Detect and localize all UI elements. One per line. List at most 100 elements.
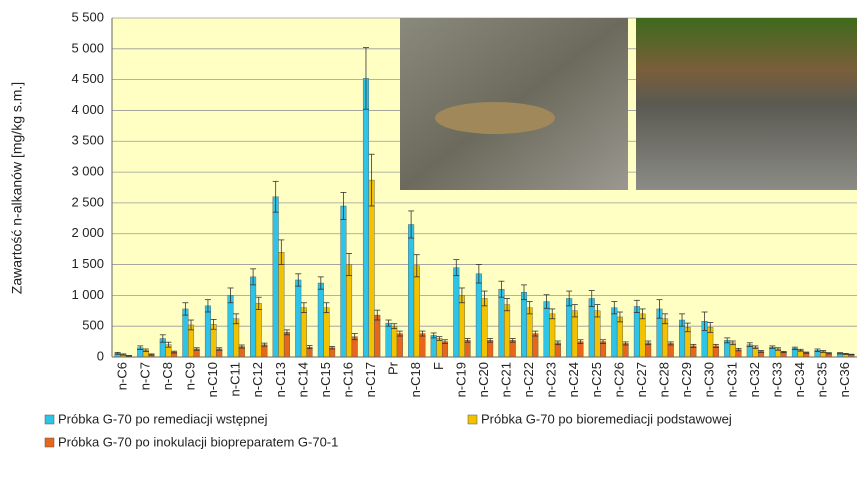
x-tick-label: n-C25 <box>589 362 604 397</box>
legend-swatch <box>468 415 477 424</box>
bar <box>369 180 375 357</box>
x-tick-label: n-C11 <box>228 362 243 396</box>
bar <box>408 224 414 357</box>
x-tick-label: n-C12 <box>250 362 265 397</box>
bar <box>278 252 284 357</box>
bar <box>397 334 403 357</box>
y-tick-label: 3 000 <box>71 164 104 179</box>
y-tick-label: 2 000 <box>71 225 104 240</box>
bar <box>341 206 347 357</box>
x-tick-label: n-C26 <box>611 362 626 397</box>
bar <box>386 323 392 357</box>
bar <box>566 298 572 357</box>
x-tick-label: n-C18 <box>408 362 423 397</box>
x-tick-label: n-C22 <box>521 362 536 397</box>
bar <box>623 343 629 357</box>
bar <box>420 334 426 357</box>
photo-puddle <box>435 102 555 134</box>
bar <box>374 315 380 357</box>
error-bar <box>126 355 132 356</box>
bar <box>527 308 533 357</box>
y-tick-label: 3 500 <box>71 133 104 148</box>
x-tick-label: n-C15 <box>318 362 333 397</box>
x-tick-label: n-C21 <box>499 362 514 397</box>
bar <box>437 339 443 357</box>
x-tick-label: F <box>431 362 446 370</box>
bar <box>499 289 505 357</box>
bar <box>572 311 578 357</box>
bar <box>521 292 527 357</box>
y-tick-label: 2 500 <box>71 194 104 209</box>
x-tick-label: n-C17 <box>363 362 378 397</box>
x-tick-label: n-C7 <box>137 362 152 390</box>
bar <box>233 319 239 357</box>
x-tick-label: n-C19 <box>453 362 468 397</box>
y-tick-label: 4 500 <box>71 71 104 86</box>
bar <box>391 326 397 357</box>
x-tick-label: n-C32 <box>747 362 762 397</box>
y-tick-label: 0 <box>97 348 104 363</box>
bar <box>301 308 307 357</box>
bar <box>273 197 279 357</box>
bar <box>256 303 262 357</box>
bar <box>205 306 211 357</box>
x-tick-label: n-C13 <box>273 362 288 397</box>
bar <box>228 295 234 357</box>
bar <box>465 340 471 357</box>
bar <box>284 332 290 357</box>
bar <box>662 319 668 357</box>
y-axis-label: Zawartość n-alkanów [mg/kg s.m.] <box>9 82 25 294</box>
legend-swatch <box>45 415 54 424</box>
legend-label: Próbka G-70 po inokulacji biopreparatem … <box>58 434 338 449</box>
bar <box>549 314 555 357</box>
x-tick-label: n-C23 <box>544 362 559 397</box>
x-tick-label: n-C34 <box>792 362 807 397</box>
bar <box>611 308 617 357</box>
x-tick-label: n-C8 <box>160 362 175 390</box>
x-tick-label: n-C31 <box>724 362 739 397</box>
x-tick-label: n-C6 <box>115 362 130 390</box>
bar <box>250 277 256 357</box>
bar <box>504 305 510 357</box>
bar <box>476 274 482 357</box>
x-tick-label: n-C24 <box>566 362 581 397</box>
bar <box>640 314 646 357</box>
x-tick-label: Pr <box>386 361 401 375</box>
bar <box>453 268 459 357</box>
bar <box>600 342 606 357</box>
bar <box>442 342 448 357</box>
x-tick-label: n-C16 <box>340 362 355 397</box>
x-tick-label: n-C14 <box>295 362 310 397</box>
bar <box>544 302 550 357</box>
x-tick-label: n-C33 <box>769 362 784 397</box>
bar <box>414 266 420 357</box>
x-tick-label: n-C9 <box>182 362 197 390</box>
x-tick-label: n-C10 <box>205 362 220 397</box>
x-tick-label: n-C27 <box>634 362 649 397</box>
y-tick-label: 4 000 <box>71 102 104 117</box>
x-tick-label: n-C29 <box>679 362 694 397</box>
bar <box>532 334 538 357</box>
x-tick-label: n-C36 <box>837 362 852 397</box>
error-bar <box>848 354 854 355</box>
bar <box>363 78 369 357</box>
y-tick-label: 5 500 <box>71 9 104 24</box>
bar <box>595 311 601 357</box>
x-tick-label: n-C35 <box>815 362 830 397</box>
bar <box>295 280 301 357</box>
bar <box>668 343 674 357</box>
bar <box>183 309 189 357</box>
legend-label: Próbka G-70 po remediacji wstępnej <box>58 411 268 426</box>
chart: Zawartość n-alkanów [mg/kg s.m.] 05001 0… <box>0 0 857 478</box>
bar <box>634 306 640 357</box>
legend-label: Próbka G-70 po bioremediacji podstawowej <box>481 411 732 426</box>
bar <box>510 340 516 357</box>
bar <box>487 340 493 357</box>
y-tick-label: 5 000 <box>71 40 104 55</box>
bar <box>346 265 352 357</box>
legend-swatch <box>45 438 54 447</box>
x-tick-label: n-C28 <box>657 362 672 397</box>
bar <box>324 308 330 357</box>
x-tick-label: n-C30 <box>702 362 717 397</box>
y-tick-label: 1 500 <box>71 256 104 271</box>
